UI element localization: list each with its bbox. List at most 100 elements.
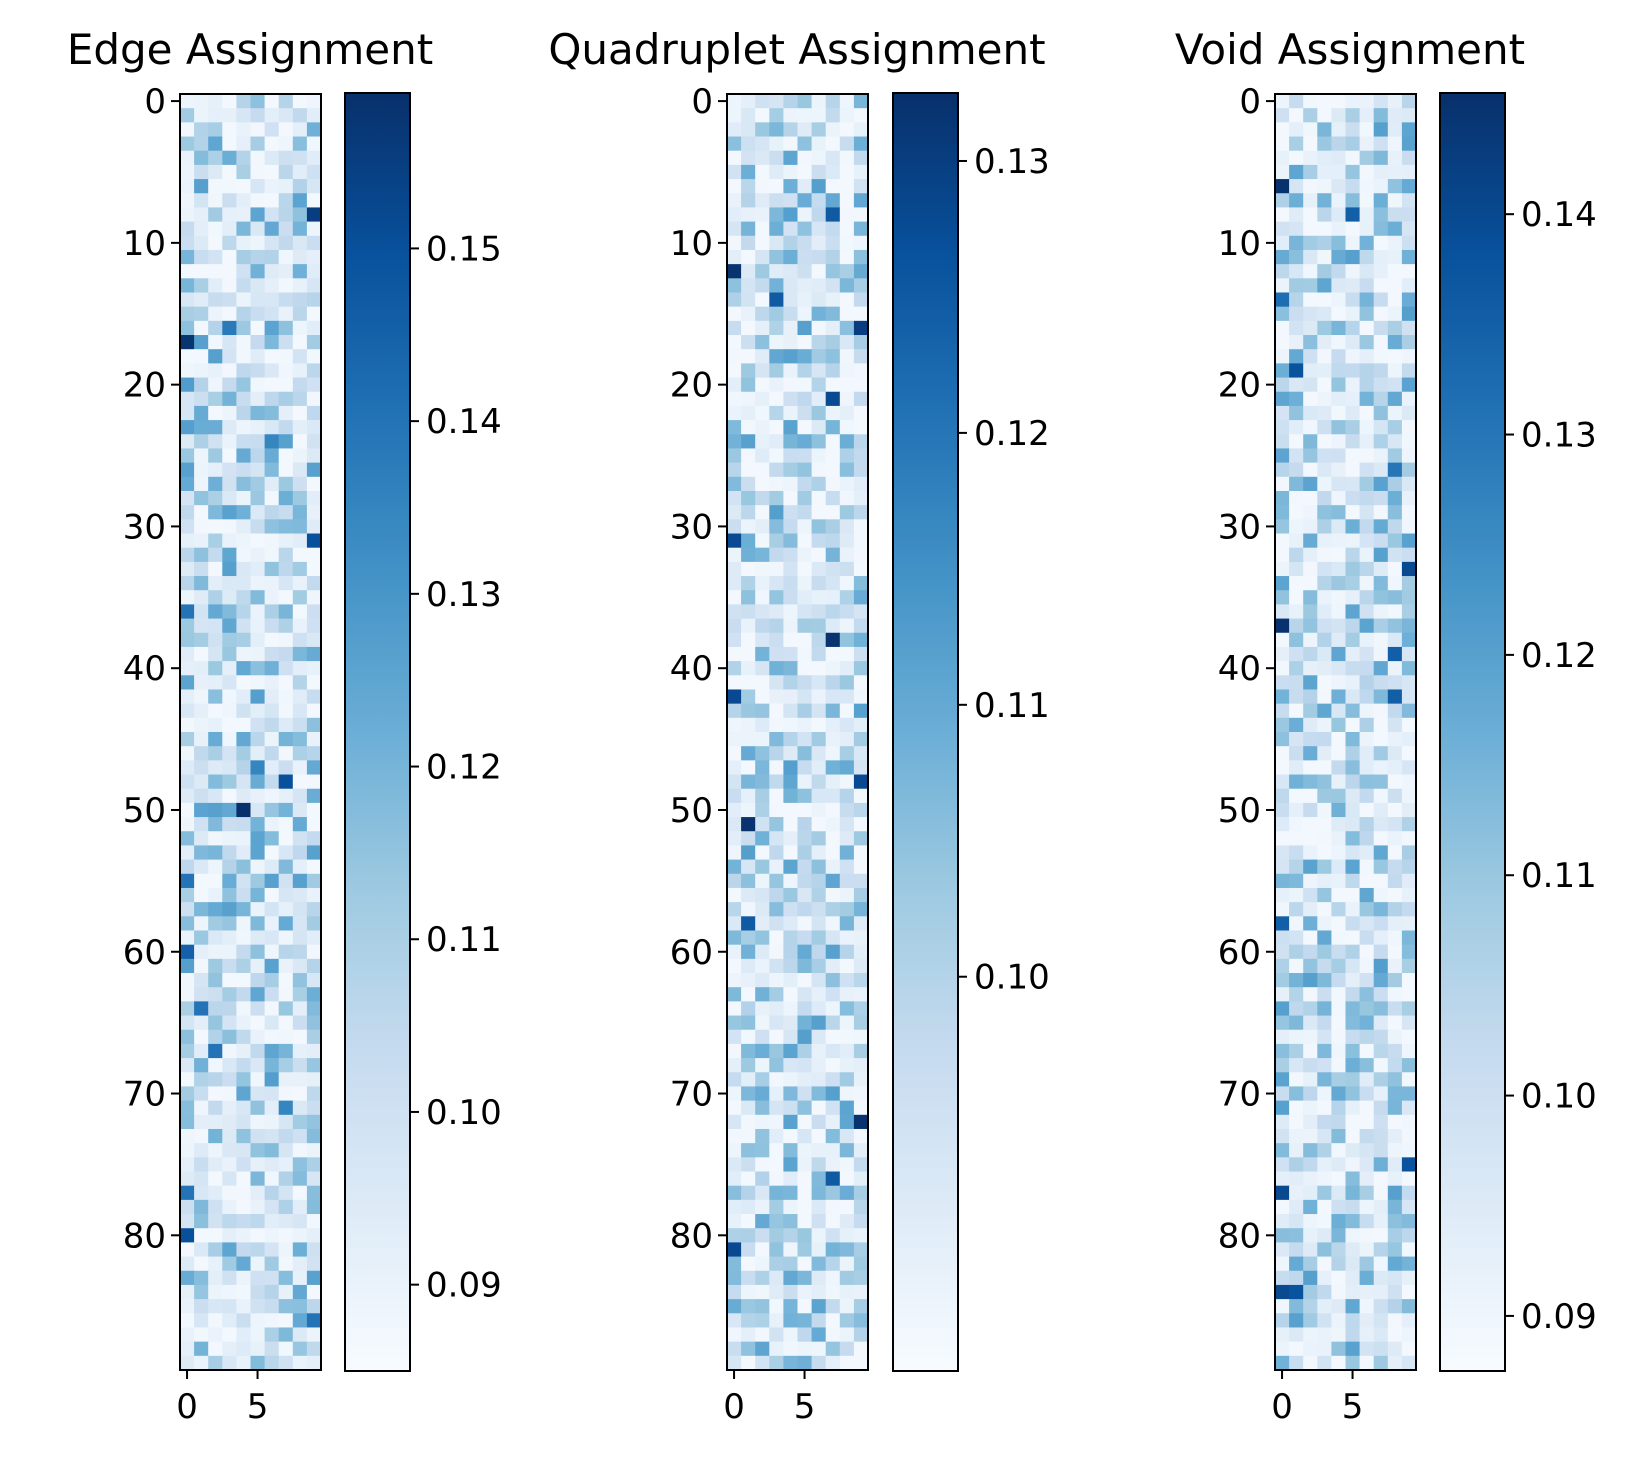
heatmap-cell (1373, 264, 1389, 279)
heatmap-cell (1401, 958, 1417, 974)
heatmap-cell (811, 1143, 827, 1158)
heatmap-cell (306, 490, 322, 506)
heatmap-cell (264, 1270, 280, 1286)
heatmap-cell (769, 1114, 784, 1130)
heatmap-cell (783, 1171, 799, 1187)
heatmap-cell (741, 1015, 756, 1031)
heatmap-cell (1289, 221, 1304, 237)
heatmap-cell (208, 1299, 223, 1314)
heatmap-cell (180, 576, 195, 591)
heatmap-cell (783, 1199, 799, 1215)
heatmap-cell (1373, 405, 1389, 421)
heatmap-cell (1387, 1072, 1403, 1088)
heatmap-cell (755, 703, 770, 719)
heatmap-cell (180, 1313, 195, 1329)
heatmap-cell (1345, 930, 1361, 946)
heatmap-cell (208, 604, 223, 620)
heatmap-cell (755, 831, 770, 847)
heatmap-cell (1317, 746, 1332, 761)
heatmap-cell (727, 717, 742, 733)
heatmap-cell (1331, 519, 1347, 535)
heatmap-cell (1303, 292, 1318, 308)
heatmap-cell (222, 235, 237, 251)
heatmap-cell (222, 1043, 237, 1059)
heatmap-cell (1359, 1355, 1375, 1371)
heatmap-cell (1387, 760, 1403, 776)
heatmap-cell (1275, 320, 1290, 336)
heatmap-cell (236, 1043, 252, 1059)
heatmap-cell (1345, 292, 1361, 308)
heatmap-cell (825, 590, 841, 605)
heatmap-cell (1303, 1355, 1318, 1371)
heatmap-cell (1303, 1256, 1318, 1272)
heatmap-cell (783, 1015, 799, 1031)
heatmap-cell (1359, 193, 1375, 209)
heatmap-cell (755, 1341, 770, 1357)
heatmap-cell (741, 1185, 756, 1201)
heatmap-cell (292, 1001, 308, 1017)
heatmap-cell (755, 221, 770, 237)
heatmap-cell (1303, 675, 1318, 691)
heatmap-cell (783, 1072, 799, 1088)
heatmap-cell (1331, 987, 1347, 1002)
heatmap-cell (741, 604, 756, 620)
heatmap-cell (797, 235, 813, 251)
heatmap-cell (1387, 646, 1403, 662)
heatmap-cell (1289, 590, 1304, 605)
heatmap-cell (853, 420, 869, 435)
heatmap-cell (783, 717, 799, 733)
heatmap-cell (194, 902, 209, 917)
y-tick-label: 60 (670, 933, 713, 973)
heatmap-cell (1303, 732, 1318, 747)
heatmap-cell (208, 717, 223, 733)
heatmap-cell (741, 1086, 756, 1102)
heatmap-cell (1303, 958, 1318, 974)
heatmap-cell (208, 462, 223, 478)
heatmap-cell (1303, 873, 1318, 889)
heatmap-cell (1359, 1001, 1375, 1017)
heatmap-cell (1345, 1299, 1361, 1314)
heatmap-cell (278, 1072, 294, 1088)
heatmap-cell (1331, 306, 1347, 322)
heatmap-cell (1289, 1157, 1304, 1173)
heatmap-cell (853, 377, 869, 393)
heatmap-cell (783, 1341, 799, 1357)
heatmap-cell (1289, 973, 1304, 988)
heatmap-cell (264, 1043, 280, 1059)
heatmap-cell (755, 902, 770, 917)
heatmap-cell (1317, 1199, 1332, 1215)
heatmap-cell (1275, 831, 1290, 847)
heatmap-cell (1373, 632, 1389, 648)
heatmap-cell (1275, 1143, 1290, 1158)
heatmap-cell (306, 632, 322, 648)
heatmap-cell (839, 1256, 855, 1272)
heatmap-cell (769, 1015, 784, 1031)
heatmap-cell (1401, 1157, 1417, 1173)
heatmap-cell (769, 887, 784, 903)
heatmap-cell (1331, 831, 1347, 847)
heatmap-cell (825, 235, 841, 251)
heatmap-cell (250, 817, 266, 832)
heatmap-cell (222, 207, 237, 223)
heatmap-cell (1303, 1100, 1318, 1116)
heatmap-cell (1359, 405, 1375, 421)
heatmap-cell (755, 405, 770, 421)
panel-title: Edge Assignment (67, 25, 433, 74)
heatmap-cell (180, 831, 195, 847)
heatmap-cell (306, 817, 322, 832)
heatmap-cell (741, 987, 756, 1002)
heatmap-cell (264, 1128, 280, 1144)
heatmap-cell (769, 122, 784, 138)
heatmap-cell (853, 590, 869, 605)
heatmap-cell (264, 916, 280, 932)
heatmap-cell (208, 207, 223, 223)
heatmap-cell (755, 490, 770, 506)
x-tick-label: 0 (723, 1387, 745, 1427)
heatmap-cell (250, 420, 266, 435)
heatmap-cell (208, 887, 223, 903)
heatmap-cell (180, 646, 195, 662)
heatmap-cell (194, 1015, 209, 1031)
heatmap-cell (1359, 973, 1375, 988)
heatmap-cell (1387, 930, 1403, 946)
heatmap-cell (1317, 1313, 1332, 1329)
